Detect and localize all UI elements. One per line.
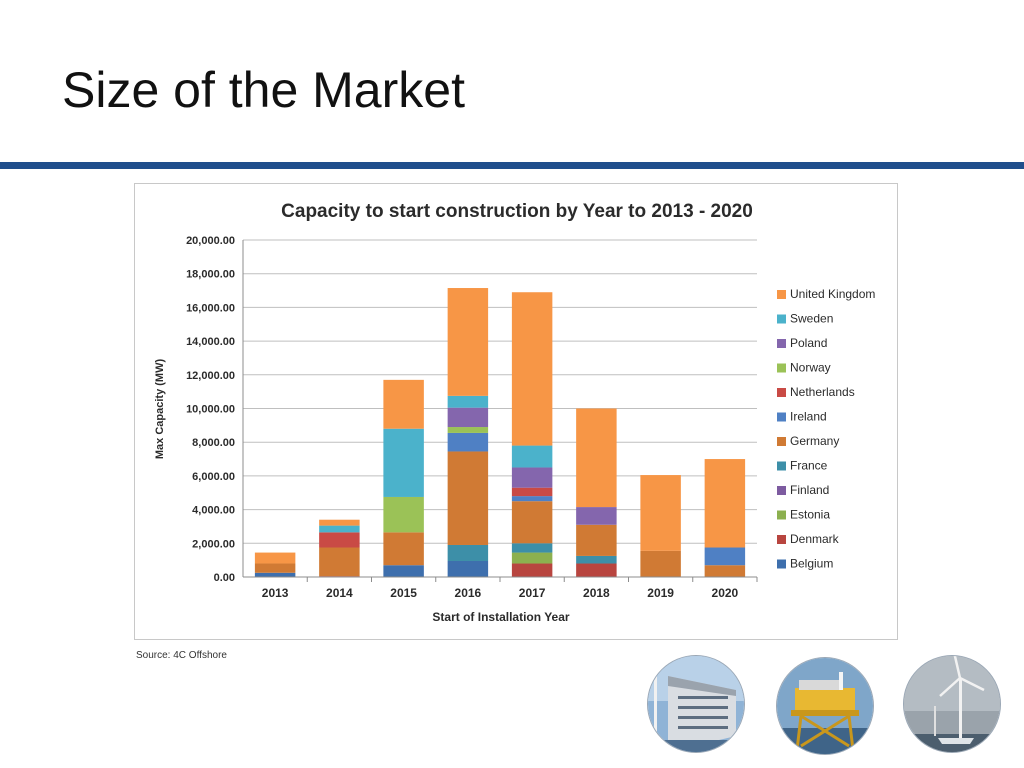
- y-tick-label: 0.00: [214, 572, 235, 584]
- legend-label: Denmark: [790, 532, 840, 546]
- bar-segment-germany: [254, 563, 296, 573]
- legend-swatch: [777, 388, 786, 397]
- bar-segment-poland: [447, 407, 489, 428]
- legend-swatch: [777, 437, 786, 446]
- bar-segment-sweden: [383, 428, 424, 497]
- y-axis-ticks: 0.00 2,000.00 4,000.00 6,000.00 8,000.00 10,0…: [186, 235, 235, 584]
- x-tick-label: 2014: [326, 586, 353, 600]
- bar-segment-belgium: [447, 560, 489, 577]
- bar-segment-france: [576, 555, 617, 564]
- x-tick-label: 2017: [519, 586, 546, 600]
- offshore-accommodation-platform-photo: [648, 656, 744, 752]
- bar-segment-belgium: [383, 565, 424, 577]
- y-tick-label: 10,000.00: [186, 404, 235, 416]
- y-tick-label: 4,000.00: [192, 505, 235, 517]
- bar-segment-germany: [704, 565, 746, 577]
- legend-label: Poland: [790, 336, 827, 350]
- chart-legend: United Kingdom Sweden Poland Norway Netherla…: [777, 287, 875, 571]
- stacked-bar-chart: Capacity to start construction by Year t…: [154, 201, 875, 624]
- bar-segment-united-kingdom: [447, 288, 489, 396]
- bar-segment-united-kingdom: [704, 459, 746, 548]
- bar-segment-germany: [640, 550, 681, 577]
- y-tick-label: 8,000.00: [192, 437, 235, 449]
- x-tick-label: 2018: [583, 586, 610, 600]
- x-tick-label: 2019: [647, 586, 674, 600]
- legend-swatch: [777, 339, 786, 348]
- legend-label: Germany: [790, 434, 839, 448]
- bar-segment-germany: [383, 532, 424, 566]
- axes: [242, 240, 758, 582]
- source-note: Source: 4C Offshore: [136, 650, 227, 661]
- legend-swatch: [777, 363, 786, 373]
- legend-swatch: [777, 314, 786, 324]
- bar-segment-france: [447, 544, 489, 561]
- bar-segment-belgium: [254, 572, 296, 577]
- bar-segment-ireland: [447, 432, 489, 452]
- x-tick-label: 2015: [390, 586, 417, 600]
- bar-segment-norway: [447, 427, 489, 433]
- y-tick-label: 16,000.00: [186, 302, 235, 314]
- x-tick-label: 2020: [712, 586, 739, 600]
- bar-segment-poland: [511, 467, 553, 488]
- bar-segment-denmark: [576, 563, 617, 577]
- slide-title: Size of the Market: [62, 62, 465, 118]
- legend-label: Netherlands: [790, 385, 855, 399]
- bar-segment-denmark: [511, 563, 553, 577]
- y-tick-label: 6,000.00: [192, 471, 235, 483]
- bar-segment-united-kingdom: [254, 552, 296, 564]
- legend-swatch: [777, 510, 786, 520]
- x-tick-label: 2016: [455, 586, 482, 600]
- legend-label: Estonia: [790, 508, 830, 522]
- legend-label: Belgium: [790, 557, 833, 571]
- bar-segment-norway: [383, 496, 424, 533]
- gridlines: [243, 239, 757, 544]
- title-divider: [0, 162, 1024, 169]
- bar-segment-ireland: [511, 496, 553, 502]
- bar-segment-ireland: [704, 547, 746, 566]
- y-tick-label: 12,000.00: [186, 370, 235, 382]
- y-axis-label: Max Capacity (MW): [154, 359, 166, 460]
- bars: [254, 288, 746, 577]
- bar-segment-netherlands: [511, 487, 553, 497]
- legend-swatch: [777, 412, 786, 422]
- legend-label: United Kingdom: [790, 287, 875, 301]
- bar-segment-poland: [576, 507, 617, 525]
- bar-segment-germany: [319, 547, 360, 577]
- legend-label: Finland: [790, 483, 829, 497]
- x-tick-label: 2013: [262, 586, 289, 600]
- bar-segment-netherlands: [319, 532, 360, 548]
- bar-segment-united-kingdom: [640, 475, 681, 551]
- y-tick-label: 20,000.00: [186, 235, 235, 247]
- y-tick-label: 2,000.00: [192, 538, 235, 550]
- legend-label: Ireland: [790, 410, 827, 424]
- x-axis-ticks: 2013 2014 2015 2016 2017 2018 2019 2020: [262, 586, 739, 600]
- y-tick-label: 14,000.00: [186, 336, 235, 348]
- legend-swatch: [777, 559, 786, 569]
- offshore-substation-platform-photo: [777, 658, 873, 754]
- bar-segment-united-kingdom: [576, 408, 617, 508]
- bar-segment-germany: [511, 501, 553, 544]
- bar-segment-sweden: [511, 445, 553, 468]
- bar-segment-germany: [447, 451, 489, 545]
- legend-label: Sweden: [790, 312, 833, 326]
- bar-segment-germany: [576, 524, 617, 556]
- legend-label: Norway: [790, 361, 831, 375]
- chart-container: Capacity to start construction by Year t…: [134, 183, 898, 640]
- bar-segment-sweden: [447, 395, 489, 408]
- offshore-wind-turbine-photo: [904, 656, 1000, 752]
- bar-segment-estonia: [511, 552, 553, 564]
- bar-segment-united-kingdom: [511, 292, 553, 446]
- bar-segment-united-kingdom: [383, 379, 424, 429]
- legend-swatch: [777, 461, 786, 471]
- legend-swatch: [777, 535, 786, 544]
- x-axis-label: Start of Installation Year: [432, 610, 569, 624]
- bar-segment-united-kingdom: [319, 519, 360, 526]
- bar-segment-sweden: [319, 525, 360, 533]
- chart-title: Capacity to start construction by Year t…: [281, 201, 753, 222]
- y-tick-label: 18,000.00: [186, 269, 235, 281]
- legend-label: France: [790, 459, 828, 473]
- legend-swatch: [777, 486, 786, 495]
- bar-segment-france: [511, 543, 553, 553]
- legend-swatch: [777, 290, 786, 299]
